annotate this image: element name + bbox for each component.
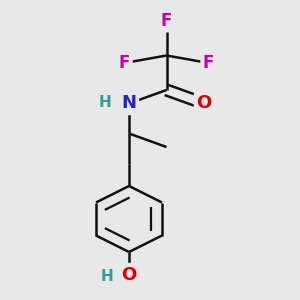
Text: O: O [122,266,136,284]
Text: F: F [161,12,172,30]
Text: O: O [196,94,211,112]
Text: H: H [100,269,113,284]
Text: N: N [122,94,136,112]
Text: F: F [119,54,130,72]
Text: F: F [203,54,214,72]
Text: H: H [99,95,111,110]
